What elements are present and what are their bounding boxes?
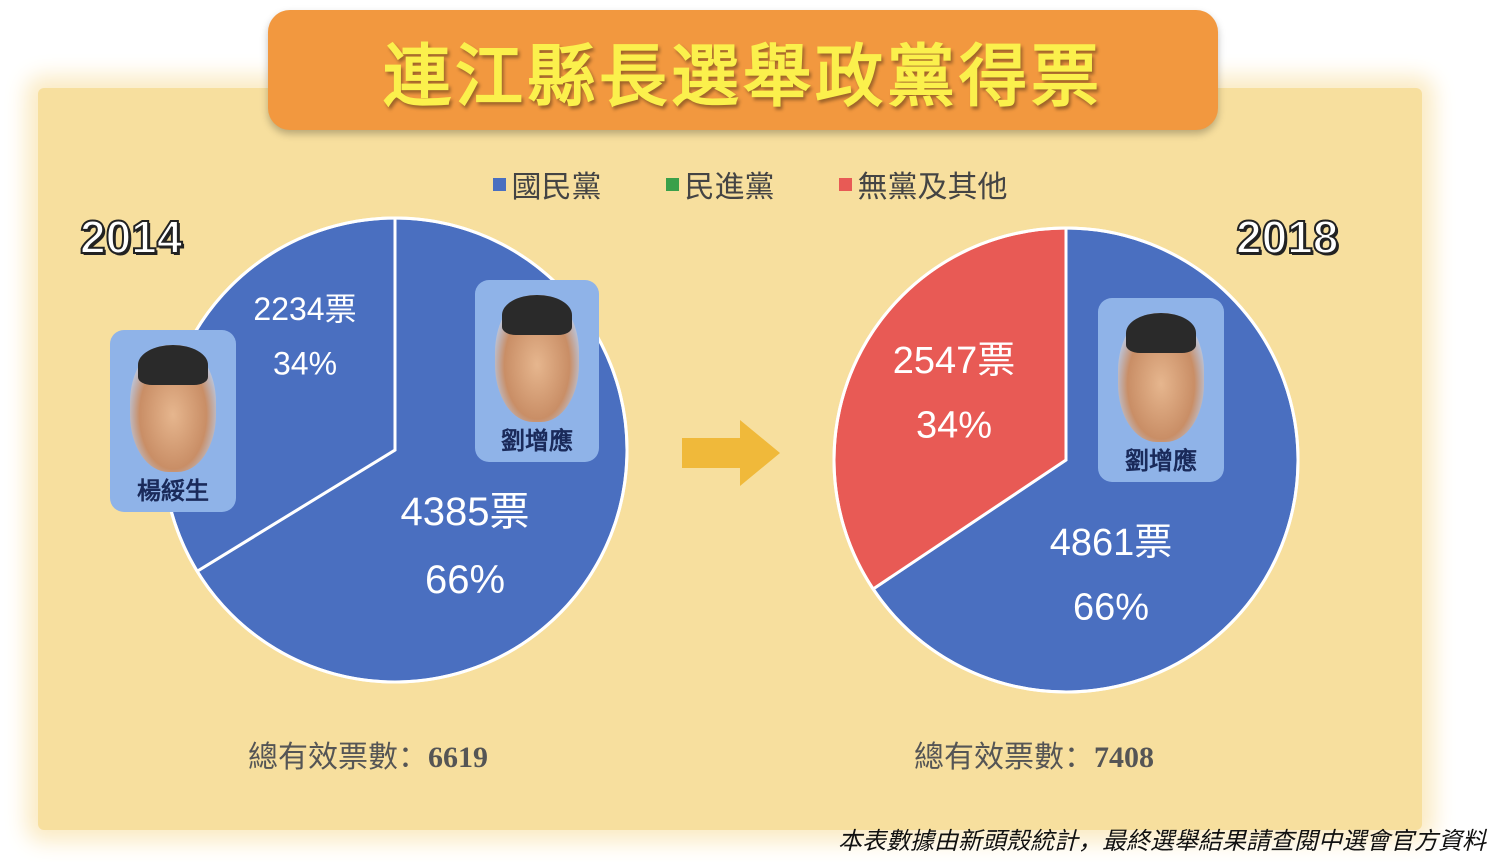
percent-label-2014-0: 66% <box>425 558 505 602</box>
pie-chart-2018: 4861票 66% 2547票 34% <box>832 226 1300 694</box>
photo-candidate-liu-2014: 劉增應 <box>475 280 599 462</box>
hair-image <box>502 294 572 335</box>
candidate-name-liu-2018: 劉增應 <box>1125 447 1197 475</box>
votes-label-2014-1: 2234票 <box>253 291 356 327</box>
total-label-2014: 總有效票數： <box>248 740 428 775</box>
legend-swatch-dpp <box>665 177 679 191</box>
hair-image <box>1125 312 1197 354</box>
legend-label-other: 無黨及其他 <box>857 170 1008 205</box>
arrow-shape <box>682 420 780 486</box>
percent-label-2018-0: 66% <box>1073 587 1149 629</box>
legend: 國民黨 民進黨 無黨及其他 <box>0 162 1500 206</box>
pie-outline-2018 <box>832 226 1300 694</box>
total-label-2018: 總有效票數： <box>914 740 1094 775</box>
candidate-name-yang: 楊綏生 <box>137 477 209 505</box>
legend-label-kmt: 國民黨 <box>511 170 602 205</box>
legend-swatch-kmt <box>492 177 506 191</box>
title-banner: 連江縣長選舉政黨得票 <box>268 10 1218 130</box>
arrow-right-icon <box>682 420 780 486</box>
footnote: 本表數據由新頭殼統計，最終選舉結果請查閱中選會官方資料 <box>838 827 1486 855</box>
total-value-2014: 6619 <box>428 741 488 774</box>
votes-label-2014-0: 4385票 <box>401 490 530 534</box>
legend-item-dpp: 民進黨 <box>665 162 775 206</box>
year-label-2018: 2018 <box>1235 210 1339 264</box>
legend-label-dpp: 民進黨 <box>684 170 775 205</box>
year-label-2014: 2014 <box>79 210 183 264</box>
total-value-2018: 7408 <box>1094 741 1154 774</box>
percent-label-2018-1: 34% <box>916 405 992 447</box>
photo-candidate-liu-2018: 劉增應 <box>1098 298 1224 482</box>
candidate-name-liu-2014: 劉增應 <box>501 427 573 455</box>
chart-title: 連江縣長選舉政黨得票 <box>382 37 1103 117</box>
legend-swatch-other <box>838 177 852 191</box>
legend-item-other: 無黨及其他 <box>838 162 1008 206</box>
photo-candidate-yang: 楊綏生 <box>110 330 236 512</box>
total-votes-2014: 總有效票數：6619 <box>248 732 488 776</box>
total-votes-2018: 總有效票數：7408 <box>914 732 1154 776</box>
hair-image <box>137 344 209 385</box>
votes-label-2018-0: 4861票 <box>1050 522 1173 564</box>
votes-label-2018-1: 2547票 <box>893 340 1016 382</box>
legend-item-kmt: 國民黨 <box>492 162 602 206</box>
percent-label-2014-1: 34% <box>273 345 337 381</box>
